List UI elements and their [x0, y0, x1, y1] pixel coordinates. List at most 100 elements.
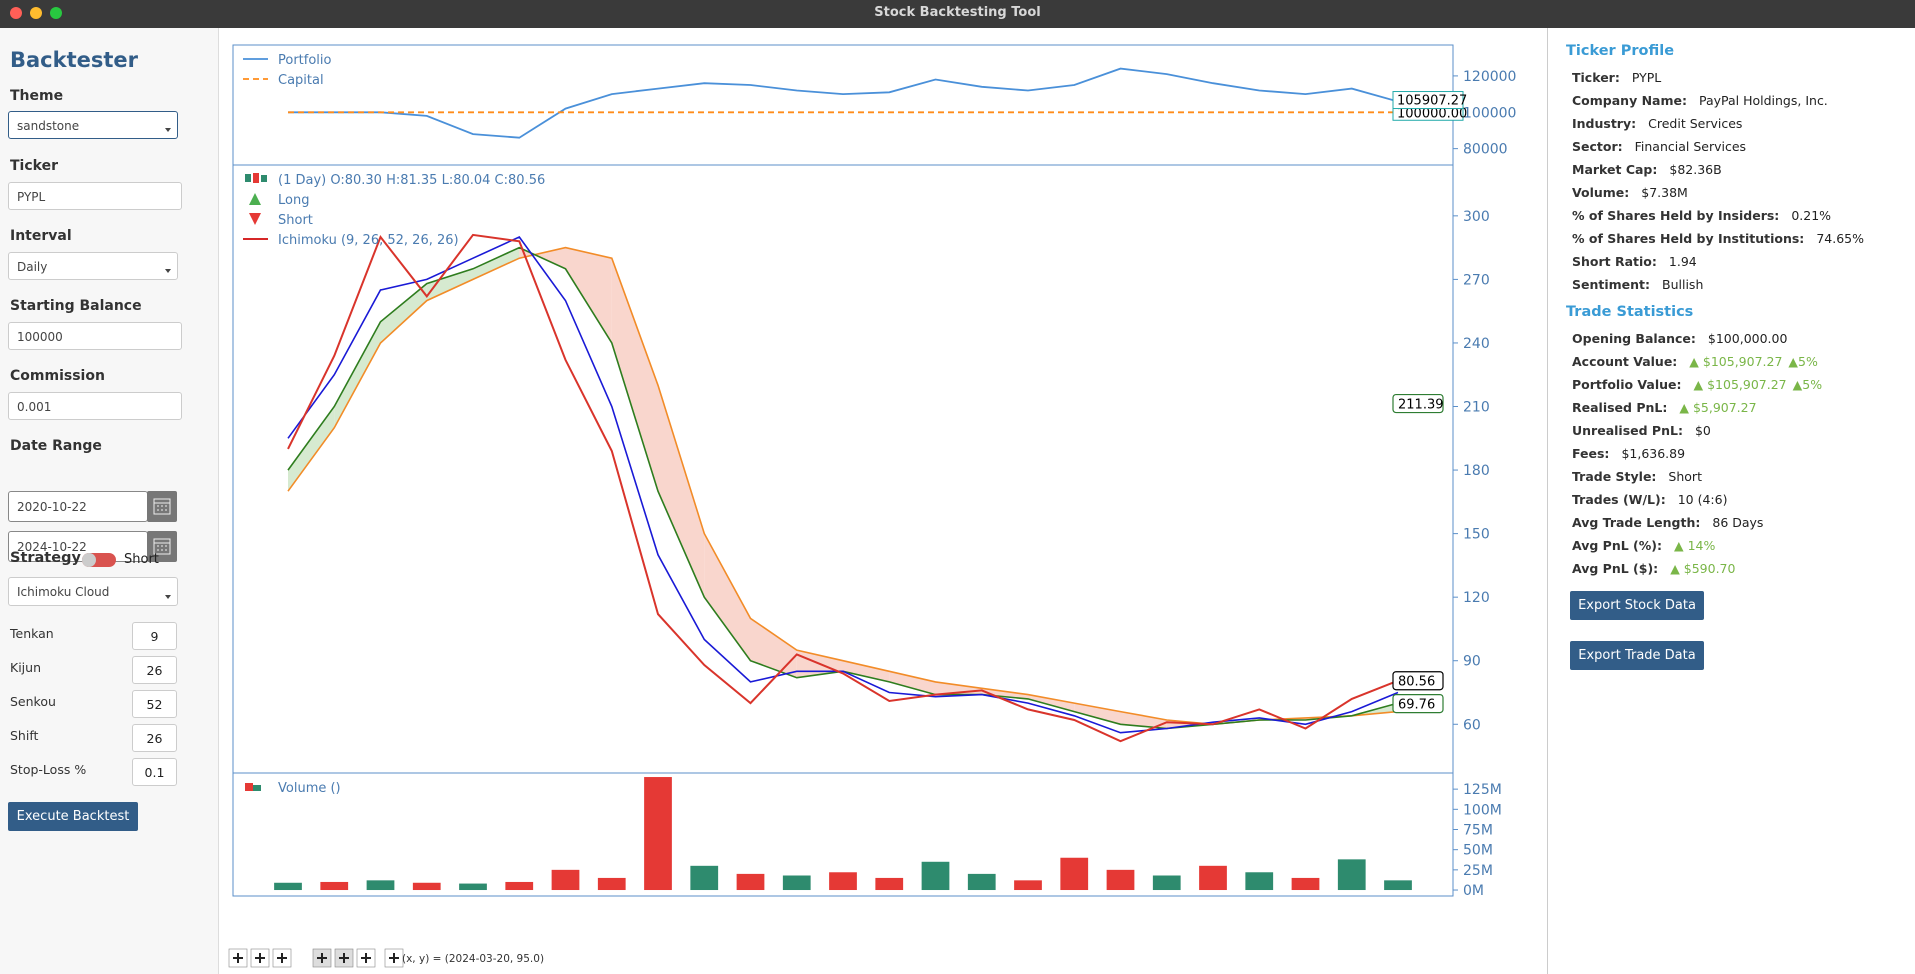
- field-label: Interval: [10, 228, 72, 244]
- minimize-button[interactable]: [30, 7, 42, 19]
- value-tag: [1392, 91, 1464, 110]
- stat-row: Opening Balance: $100,000.00: [1572, 331, 1787, 346]
- app-title: Backtester: [10, 48, 139, 72]
- cloud-segment: [1074, 703, 1121, 725]
- cloud-segment: [611, 258, 658, 492]
- param-label: Tenkan: [10, 626, 54, 641]
- cloud-segment: [288, 406, 335, 492]
- field-label: Starting Balance: [10, 298, 142, 314]
- pan-tool[interactable]: [312, 948, 332, 968]
- param-input[interactable]: 52: [132, 690, 177, 718]
- y-tick-label: 120: [1463, 590, 1490, 606]
- interval-select[interactable]: Daily: [8, 252, 178, 280]
- profile-row: Ticker: PYPL: [1572, 70, 1661, 85]
- configure-tool[interactable]: [356, 948, 376, 968]
- row-value: 74.65%: [1816, 231, 1864, 246]
- export-button[interactable]: Export Stock Data: [1570, 591, 1704, 620]
- param-label: Shift: [10, 728, 39, 743]
- stat-row: Fees: $1,636.89: [1572, 446, 1685, 461]
- cloud-segment: [1028, 694, 1075, 712]
- row-value: PYPL: [1631, 70, 1662, 85]
- value-tag-label: 100000.00: [1397, 106, 1467, 121]
- cloud-segment: [750, 618, 797, 678]
- field-label: Strategy: [10, 550, 81, 566]
- stat-row: Unrealised PnL: $0: [1572, 423, 1711, 438]
- profile-row: Sector: Financial Services: [1572, 139, 1746, 154]
- tool-glyph: [255, 953, 265, 963]
- tool-icon: [228, 948, 248, 968]
- row-label: Sentiment:: [1572, 277, 1651, 292]
- row-value: Financial Services: [1634, 139, 1747, 154]
- direction-toggle[interactable]: [82, 553, 116, 567]
- execute-button[interactable]: Execute Backtest: [8, 802, 138, 831]
- forward-tool[interactable]: [272, 948, 292, 968]
- cloud-segment: [426, 268, 473, 301]
- tool-icon: [356, 948, 376, 968]
- close-button[interactable]: [10, 7, 22, 19]
- cloud-segment: [334, 321, 381, 428]
- legend-swatch: [245, 783, 253, 791]
- cloud-segment: [704, 533, 751, 661]
- commission-input[interactable]: 0.001: [8, 392, 182, 420]
- param-input[interactable]: 0.1: [132, 758, 177, 786]
- volume-bar: [875, 877, 904, 891]
- calendar-button[interactable]: [147, 491, 177, 522]
- end-date-input[interactable]: 2024-10-22: [8, 531, 148, 562]
- row-value: Bullish: [1662, 277, 1704, 292]
- param-input[interactable]: 26: [132, 724, 177, 752]
- price-tag: [1392, 393, 1444, 414]
- volume-bar: [1060, 857, 1089, 891]
- right-panel: Ticker Profile Trade Statistics Export S…: [1547, 28, 1915, 974]
- back-tool[interactable]: [250, 948, 270, 968]
- row-label: Trades (W/L):: [1572, 492, 1666, 507]
- cloud-segment: [380, 283, 427, 343]
- save-tool[interactable]: [384, 948, 404, 968]
- y-tick-label: 125M: [1463, 782, 1502, 798]
- legend-swatch: [249, 193, 261, 205]
- export-button[interactable]: Export Trade Data: [1570, 641, 1704, 670]
- plot-frame: [232, 772, 1454, 897]
- y-tick-label: 180: [1463, 463, 1490, 479]
- row-value: $0: [1694, 423, 1711, 438]
- y-tick-label: 50M: [1463, 843, 1493, 859]
- row-value: 10 (4:6): [1677, 492, 1728, 507]
- theme-select[interactable]: sandstone: [8, 111, 178, 139]
- row-value: $100,000.00: [1707, 331, 1788, 346]
- field-label: Date Range: [10, 438, 102, 454]
- field-label: Commission: [10, 368, 105, 384]
- row-label: Opening Balance:: [1572, 331, 1696, 346]
- start-date-input[interactable]: 2020-10-22: [8, 491, 148, 522]
- balance-input[interactable]: 100000: [8, 322, 182, 350]
- profile-row: % of Shares Held by Insiders: 0.21%: [1572, 208, 1831, 223]
- param-input[interactable]: 9: [132, 622, 177, 650]
- maximize-button[interactable]: [50, 7, 62, 19]
- row-label: Fees:: [1572, 446, 1610, 461]
- row-delta: ▲5%: [1788, 354, 1818, 369]
- y-tick-label: 0M: [1463, 883, 1484, 899]
- price-tag: [1392, 693, 1444, 714]
- legend-swatch: [253, 173, 259, 183]
- y-tick-label: 270: [1463, 272, 1490, 288]
- volume-bar: [1152, 875, 1181, 891]
- param-label: Senkou: [10, 694, 56, 709]
- param-input[interactable]: 26: [132, 656, 177, 684]
- tool-icon: [272, 948, 292, 968]
- cloud-segment: [843, 660, 890, 682]
- tool-glyph: [339, 953, 349, 963]
- home-tool[interactable]: [228, 948, 248, 968]
- price-tag-label: 80.56: [1398, 675, 1435, 690]
- ticker-input[interactable]: PYPL: [8, 182, 182, 210]
- row-label: Short Ratio:: [1572, 254, 1657, 269]
- calendar-button[interactable]: [147, 531, 177, 562]
- cloud-segment: [889, 671, 936, 695]
- title-bar: Stock Backtesting Tool: [0, 0, 1915, 28]
- legend-label: Short: [278, 213, 313, 228]
- y-tick-label: 25M: [1463, 863, 1493, 879]
- zoom-tool[interactable]: [334, 948, 354, 968]
- row-label: Sector:: [1572, 139, 1623, 154]
- strategy-select[interactable]: Ichimoku Cloud: [8, 577, 178, 606]
- value-tag-label: 105907.27: [1397, 94, 1467, 109]
- plot-frame: [232, 44, 1454, 166]
- cloud-segment: [1120, 711, 1167, 729]
